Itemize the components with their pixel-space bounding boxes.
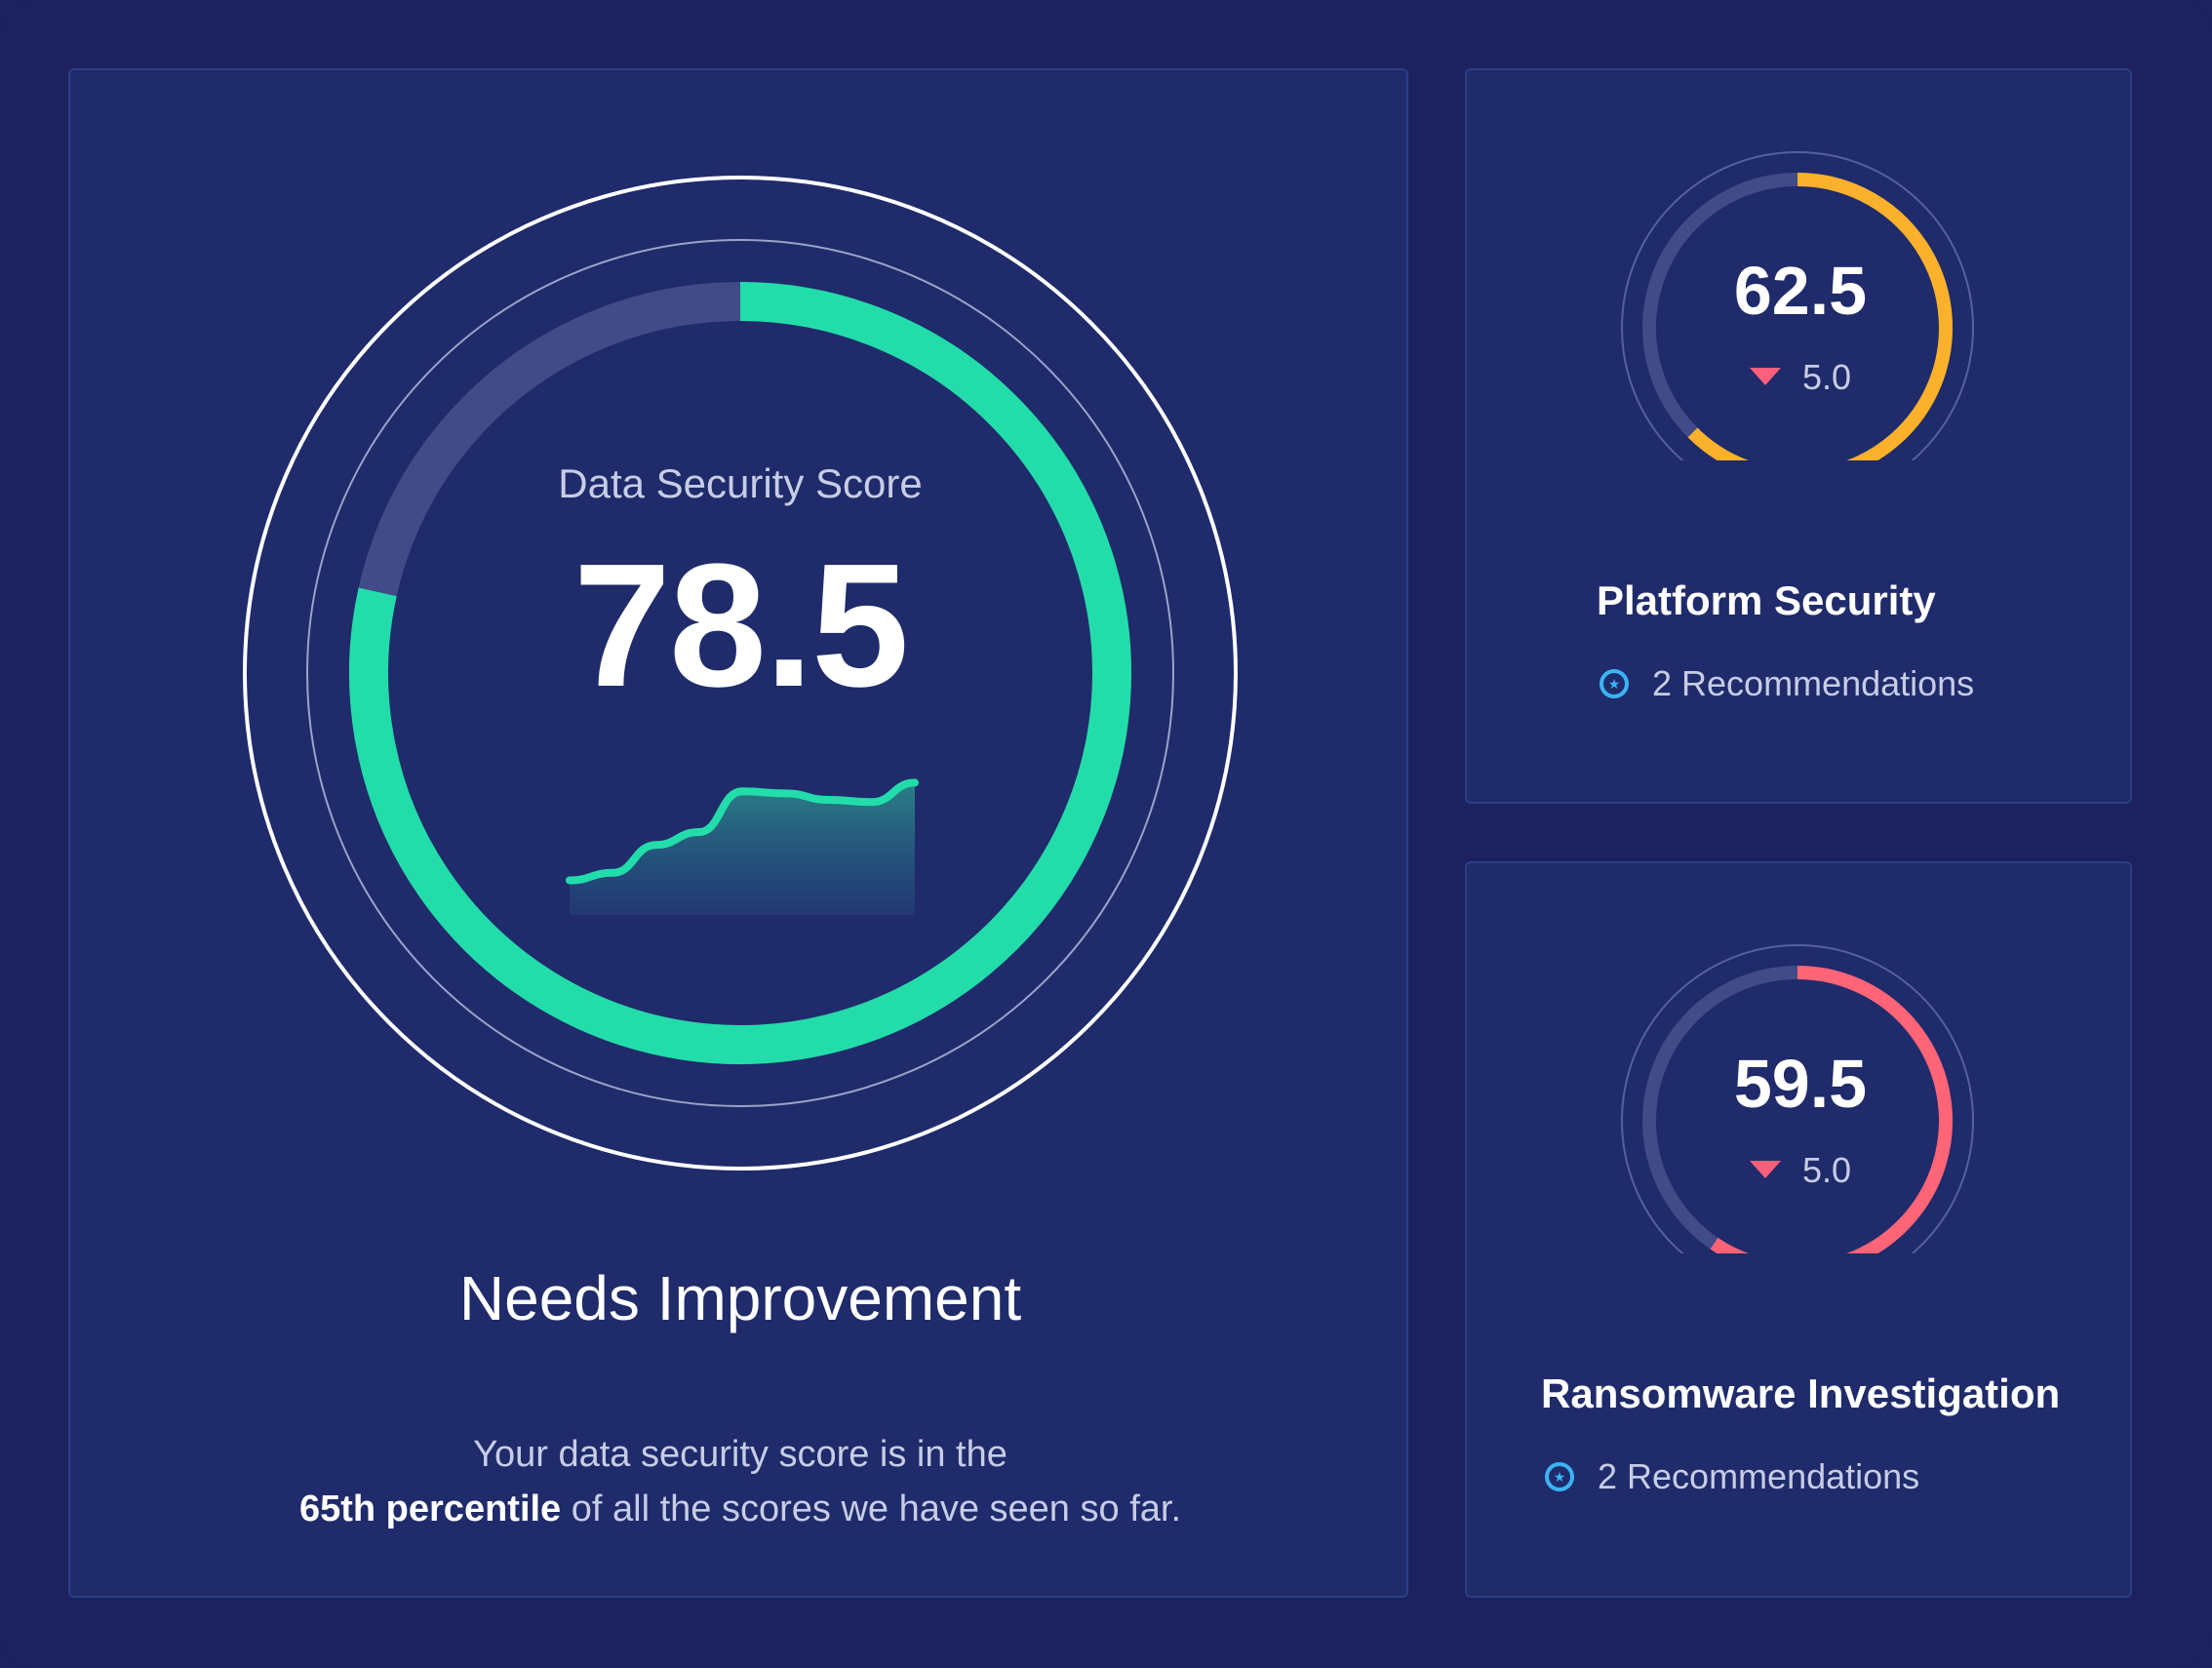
trend-area: [570, 782, 915, 915]
platform-delta: 5.0: [1467, 357, 2134, 398]
ransomware-score-value: 59.5: [1733, 1046, 1868, 1122]
ransomware-gauge-arc: [1710, 966, 1953, 1253]
platform-score-value: 62.5: [1733, 253, 1868, 329]
platform-recommendations-label: 2 Recommendations: [1652, 663, 1975, 703]
ransomware-recommendations-link[interactable]: ★ 2 Recommendations: [1545, 1456, 1919, 1497]
data-security-score-card[interactable]: Data Security Score 78.5 Needs Improveme…: [68, 68, 1408, 1598]
ransomware-delta: 5.0: [1467, 1150, 2134, 1191]
platform-security-card[interactable]: 62.5 5.0 Platform Security ★ 2 Recommend…: [1465, 68, 2132, 804]
percentile-text: 65th percentile: [298, 1489, 562, 1529]
ransomware-score-gauge: [1621, 944, 1974, 1253]
platform-title: Platform Security: [1597, 577, 1936, 623]
score-label: Data Security Score: [558, 460, 923, 506]
platform-outer-ring: [1621, 151, 1974, 460]
description-line-1: Your data security score is in the: [473, 1434, 1007, 1475]
ransomware-outer-ring: [1621, 944, 1974, 1253]
gauge-progress-arc: [349, 282, 1132, 1064]
outer-ring: [243, 176, 1238, 1171]
ransomware-delta-value: 5.0: [1801, 1150, 1852, 1190]
arrow-down-icon: [1749, 368, 1781, 386]
ransomware-investigation-card[interactable]: 59.5 5.0 Ransomware Investigation ★ 2 Re…: [1465, 861, 2132, 1598]
star-badge-icon: ★: [1600, 669, 1629, 698]
main-score-gauge: [243, 176, 1238, 1171]
description-rest: of all the scores we have seen so far.: [561, 1489, 1181, 1529]
inner-ring: [306, 239, 1174, 1107]
trend-line: [566, 778, 919, 885]
platform-recommendations-link[interactable]: ★ 2 Recommendations: [1600, 663, 1974, 704]
ransomware-recommendations-label: 2 Recommendations: [1598, 1456, 1920, 1496]
arrow-down-icon: [1749, 1161, 1781, 1179]
ransomware-title: Ransomware Investigation: [1541, 1370, 2061, 1416]
platform-delta-value: 5.0: [1801, 357, 1852, 397]
platform-score-gauge: [1621, 151, 1974, 460]
main-score-value: 78.5: [573, 528, 909, 724]
star-badge-icon: ★: [1545, 1462, 1574, 1491]
status-title: Needs Improvement: [458, 1263, 1022, 1333]
description-line-2: 65th percentile of all the scores we hav…: [70, 1489, 1410, 1530]
platform-gauge-arc: [1687, 173, 1953, 460]
